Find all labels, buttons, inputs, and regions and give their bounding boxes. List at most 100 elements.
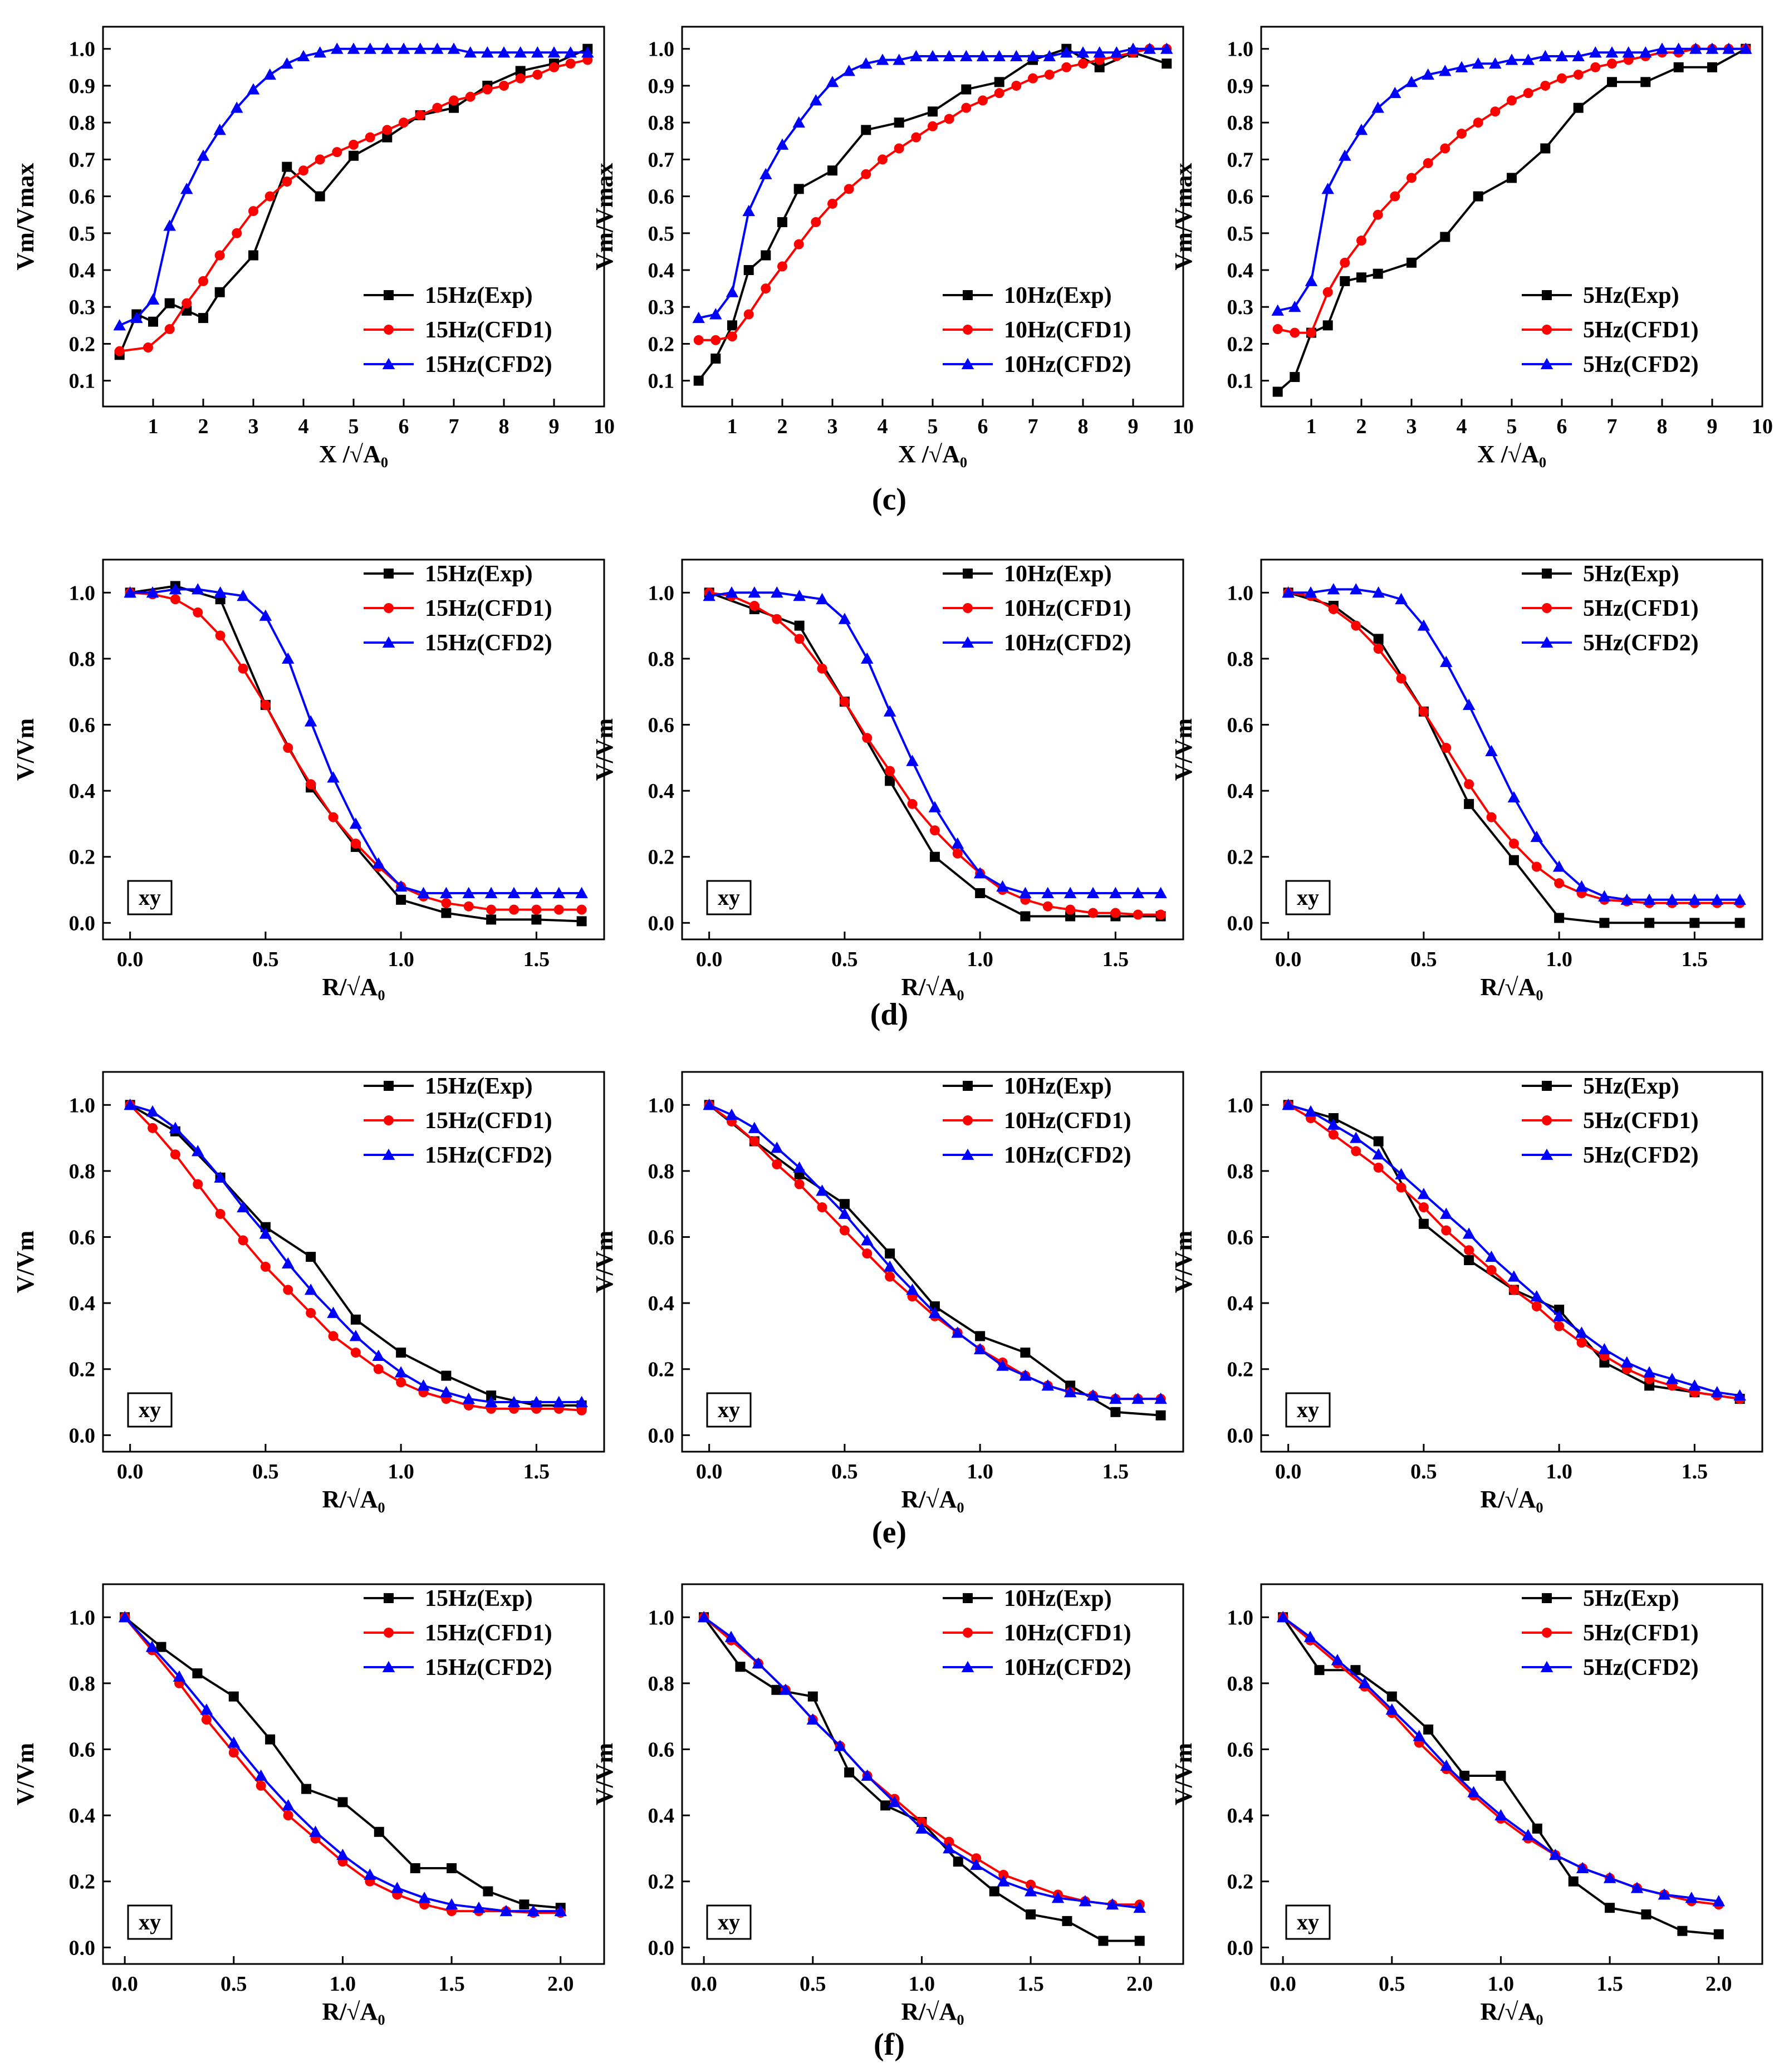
data-point-exp bbox=[1573, 102, 1584, 113]
data-point-cfd2 bbox=[724, 1630, 738, 1642]
series-cfd1 bbox=[114, 55, 593, 356]
data-point-cfd2 bbox=[1350, 1131, 1363, 1143]
legend-entry-cfd2: 5Hz(CFD2) bbox=[1522, 1143, 1699, 1168]
legend-entry-cfd1: 10Hz(CFD1) bbox=[943, 596, 1131, 621]
data-point-exp bbox=[761, 250, 771, 261]
data-point-cfd2 bbox=[431, 42, 444, 54]
data-point-cfd2 bbox=[472, 1901, 486, 1913]
data-point-cfd1 bbox=[1440, 143, 1450, 154]
data-point-cfd2 bbox=[697, 1611, 710, 1623]
data-point-cfd2 bbox=[1505, 53, 1518, 65]
data-point-cfd1 bbox=[238, 663, 248, 674]
data-point-cfd2 bbox=[1303, 1630, 1317, 1642]
data-point-cfd2 bbox=[996, 1359, 1009, 1371]
y-axis-label: V/Vm bbox=[591, 1743, 618, 1805]
x-axis-label: R/√A₀ bbox=[901, 1998, 964, 2025]
data-point-exp bbox=[994, 77, 1004, 87]
data-point-exp bbox=[1599, 918, 1610, 928]
data-point-cfd2 bbox=[1489, 57, 1502, 69]
legend-entry-exp: 15Hz(Exp) bbox=[364, 1074, 533, 1099]
legend-entry-cfd1: 10Hz(CFD1) bbox=[943, 317, 1131, 343]
x-tick-label: 3 bbox=[248, 415, 259, 438]
data-point-exp bbox=[1386, 1691, 1397, 1702]
y-tick-label: 0.0 bbox=[69, 912, 96, 935]
data-point-cfd1 bbox=[1373, 644, 1384, 654]
x-tick-label: 8 bbox=[499, 415, 509, 438]
y-tick-label: 0.6 bbox=[69, 185, 96, 209]
legend-entry-cfd2: 5Hz(CFD2) bbox=[1522, 630, 1699, 656]
row-caption-e: (e) bbox=[872, 1515, 906, 1550]
series-cfd2 bbox=[118, 1611, 567, 1917]
y-axis-label: V/Vm bbox=[1170, 718, 1197, 781]
data-point-cfd1 bbox=[283, 743, 293, 753]
data-point-exp bbox=[441, 908, 452, 918]
data-point-cfd2 bbox=[703, 1099, 715, 1110]
data-point-exp bbox=[1464, 1255, 1474, 1266]
y-axis-label: Vm/Vmax bbox=[12, 163, 39, 270]
data-point-cfd1 bbox=[350, 839, 361, 849]
data-point-exp bbox=[885, 776, 895, 786]
data-point-cfd1 bbox=[260, 699, 271, 710]
data-point-cfd1 bbox=[463, 901, 474, 912]
data-point-cfd2 bbox=[748, 586, 761, 598]
data-point-exp bbox=[441, 1370, 452, 1381]
data-point-cfd2 bbox=[1305, 275, 1318, 286]
legend-marker bbox=[384, 1115, 394, 1125]
data-point-cfd2 bbox=[1576, 1862, 1589, 1874]
xy-badge: xy bbox=[139, 1909, 161, 1934]
data-point-cfd2 bbox=[1019, 886, 1032, 898]
data-point-cfd2 bbox=[1417, 619, 1430, 631]
plots-layer: 1 2 3 4 5 6 7 8 9 10 0.1 0.2 0.3 0.4 0.5 0.6 0.7 0.8 0.9 1.… bbox=[12, 26, 1773, 2025]
data-point-cfd2 bbox=[1060, 46, 1073, 58]
plot-frame bbox=[681, 1583, 1184, 1965]
data-point-cfd2 bbox=[928, 801, 942, 812]
data-point-cfd2 bbox=[554, 1904, 567, 1917]
data-point-cfd1 bbox=[928, 121, 938, 131]
legend-entry-cfd1: 5Hz(CFD1) bbox=[1522, 1108, 1699, 1134]
legend-marker bbox=[961, 1148, 974, 1160]
legend-label: 5Hz(CFD1) bbox=[1583, 596, 1699, 621]
data-point-cfd2 bbox=[214, 1171, 227, 1183]
data-point-cfd2 bbox=[394, 880, 408, 892]
data-point-cfd1 bbox=[777, 261, 787, 272]
y-tick-label: 0.4 bbox=[69, 1804, 96, 1828]
data-point-cfd2 bbox=[1440, 1207, 1453, 1219]
data-point-cfd2 bbox=[282, 652, 295, 664]
data-point-cfd2 bbox=[1041, 1379, 1055, 1391]
data-point-exp bbox=[1272, 386, 1283, 397]
data-point-cfd2 bbox=[1622, 46, 1635, 58]
data-point-cfd1 bbox=[532, 70, 543, 80]
data-point-cfd2 bbox=[514, 46, 527, 58]
data-point-cfd2 bbox=[304, 1284, 317, 1295]
data-point-cfd2 bbox=[1010, 50, 1023, 61]
data-point-cfd2 bbox=[1530, 830, 1543, 842]
legend-marker bbox=[963, 603, 973, 613]
data-point-cfd2 bbox=[227, 1736, 241, 1748]
data-point-cfd1 bbox=[248, 206, 258, 217]
data-point-cfd2 bbox=[1552, 860, 1566, 872]
data-point-cfd2 bbox=[163, 219, 176, 231]
data-point-cfd2 bbox=[692, 311, 705, 324]
data-point-cfd1 bbox=[114, 346, 125, 356]
data-point-cfd1 bbox=[1373, 1162, 1384, 1173]
data-point-cfd2 bbox=[564, 46, 577, 58]
data-point-cfd1 bbox=[839, 697, 850, 707]
y-tick-label: 0.3 bbox=[1227, 296, 1254, 319]
data-point-cfd2 bbox=[1371, 101, 1384, 113]
data-point-exp bbox=[1418, 1218, 1429, 1229]
legend-label: 15Hz(Exp) bbox=[425, 283, 533, 308]
data-point-exp bbox=[793, 184, 804, 194]
data-point-cfd1 bbox=[1507, 95, 1517, 106]
data-point-cfd2 bbox=[1439, 65, 1452, 76]
legend-label: 15Hz(CFD1) bbox=[425, 1108, 552, 1134]
y-tick-label: 0.5 bbox=[648, 222, 675, 246]
data-point-exp bbox=[710, 353, 721, 364]
data-point-exp bbox=[1464, 799, 1474, 809]
data-point-cfd1 bbox=[1573, 70, 1584, 80]
data-point-cfd2 bbox=[1552, 1310, 1566, 1321]
y-tick-label: 0.3 bbox=[69, 296, 96, 319]
data-point-cfd2 bbox=[1405, 76, 1418, 87]
data-point-cfd2 bbox=[1304, 1105, 1317, 1117]
data-point-cfd2 bbox=[1522, 1829, 1535, 1840]
data-point-cfd1 bbox=[143, 342, 153, 353]
